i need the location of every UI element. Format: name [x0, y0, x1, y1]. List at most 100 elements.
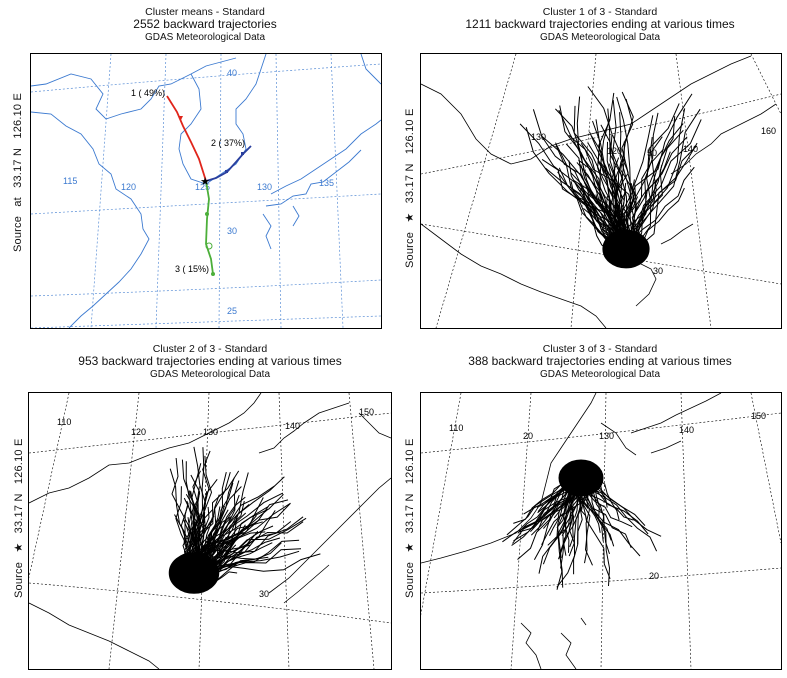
grid-label: 50 [647, 148, 657, 158]
cluster-3-trajectory [205, 180, 214, 275]
grid-label: 120 [131, 427, 146, 437]
source-star-icon: ★ [200, 176, 210, 188]
trajectory-bundle [519, 86, 702, 269]
panel-2-subtitle: 1211 backward trajectories ending at var… [465, 17, 735, 32]
grid-label: 115 [63, 176, 77, 186]
trajectory-line [555, 108, 617, 237]
grid-label: 150 [751, 411, 766, 421]
grid-label: 140 [679, 425, 694, 435]
panel-2-title: Cluster 1 of 3 - Standard [542, 6, 658, 18]
latitude-label: 33.17 N [13, 493, 25, 534]
grid-label: 30 [653, 266, 663, 276]
trajectory-line [634, 151, 671, 250]
panel-4-titles: Cluster 3 of 3 - Standard 388 backward t… [420, 343, 780, 380]
panel-4-map: 110 20 130 140 150 20 [420, 392, 782, 670]
trajectory-line [638, 145, 697, 248]
grid-label: 140 [683, 144, 698, 154]
trajectory-line [631, 116, 676, 240]
trajectory-bundle [168, 446, 321, 594]
trajectory-line [171, 457, 195, 563]
grid-label: 20 [649, 571, 659, 581]
trajectory-line [502, 480, 578, 543]
source-word: Source [12, 215, 24, 252]
coastlines [421, 393, 722, 669]
source-star-glyph: ★ [404, 212, 416, 223]
grid-label: 30 [227, 226, 237, 236]
latitude-label: 33.17 N [404, 163, 416, 204]
cluster-2-trajectory [205, 145, 252, 182]
graticule [421, 54, 781, 328]
panel-3-titles: Cluster 2 of 3 - Standard 953 backward t… [30, 343, 390, 380]
panel-4-data-source: GDAS Meteorological Data [539, 368, 661, 380]
grid-label: 130 [257, 182, 272, 192]
trajectory-bundle [502, 459, 662, 590]
trajectory-line [506, 481, 571, 536]
grid-label: 130 [203, 427, 218, 437]
panel-1-subtitle: 2552 backward trajectories [133, 17, 277, 32]
panel-1-map-svg: 40 115 120 125 130 135 30 25 ★ [31, 54, 381, 328]
grid-label: 25 [227, 306, 237, 316]
trajectory-line [573, 485, 586, 575]
longitude-label: 126.10 E [404, 438, 416, 485]
trajectory-line [584, 485, 610, 555]
grid-label: 40 [227, 68, 237, 78]
panel-2-titles: Cluster 1 of 3 - Standard 1211 backward … [420, 6, 780, 43]
cluster-2-label: 2 ( 37%) [211, 138, 245, 148]
trajectory-line [201, 499, 289, 569]
trajectory-line [580, 489, 611, 579]
cluster-1-label: 1 ( 49%) [131, 88, 165, 98]
source-star-glyph: ★ [404, 542, 416, 553]
grid-label: 135 [319, 178, 334, 188]
panel-3-map: 110 120 130 140 150 30 [28, 392, 392, 670]
cluster-1-trajectory [166, 95, 207, 182]
source-word: Source [13, 561, 25, 598]
trajectory-line [613, 157, 624, 239]
panel-3-source-label: Source ★ 33.17 N 126.10 E [12, 433, 25, 599]
coastlines [31, 54, 381, 328]
source-star-glyph: ★ [13, 542, 25, 553]
panel-4-subtitle: 388 backward trajectories ending at vari… [468, 354, 732, 369]
panel-2-map: 130 120 50 140 160 30 [420, 53, 782, 329]
panel-3-data-source: GDAS Meteorological Data [149, 368, 271, 380]
latitude-label: 33.17 N [404, 493, 416, 534]
trajectory-line [616, 179, 635, 237]
grid-label: 125 [195, 182, 210, 192]
panel-4-title: Cluster 3 of 3 - Standard [542, 343, 658, 355]
grid-labels: 110 120 130 140 150 30 [57, 407, 374, 599]
trajectory-line [196, 477, 235, 563]
trajectory-line [198, 485, 275, 570]
panel-4-map-svg: 110 20 130 140 150 20 [421, 393, 781, 669]
trajectory-line [576, 96, 626, 243]
trajectory-line [557, 483, 575, 588]
trajectory-line [517, 486, 587, 560]
panel-4-source-label: Source ★ 33.17 N 126.10 E [403, 433, 416, 599]
trajectory-line [616, 96, 633, 240]
grid-label: 160 [761, 126, 776, 136]
source-word: Source [404, 231, 416, 268]
trajectory-line [629, 166, 695, 242]
grid-label: 110 [57, 417, 71, 427]
grid-label: 30 [259, 589, 269, 599]
panel-3-title: Cluster 2 of 3 - Standard [152, 343, 268, 355]
grid-label: 110 [449, 423, 463, 433]
trajectory-line [579, 484, 590, 564]
longitude-label: 126.10 E [404, 108, 416, 155]
longitude-label: 126.10 E [12, 92, 24, 139]
at-word: at [12, 197, 24, 207]
trajectory-core [168, 552, 220, 594]
trajectory-line [636, 123, 684, 245]
trajectory-line [196, 471, 227, 566]
grid-label: 140 [285, 421, 300, 431]
trajectory-line [585, 482, 662, 537]
grid-labels: 110 20 130 140 150 20 [449, 411, 766, 581]
trajectory-line [525, 127, 627, 243]
grid-label: 120 [121, 182, 136, 192]
grid-labels: 40 115 120 125 130 135 30 25 [63, 68, 334, 316]
trajectory-line [619, 112, 633, 240]
panel-1-map: 40 115 120 125 130 135 30 25 ★ [30, 53, 382, 329]
panel-3-map-svg: 110 120 130 140 150 30 [29, 393, 391, 669]
trajectory-core [558, 459, 604, 497]
grid-label: 120 [607, 146, 622, 156]
trajectory-line [541, 158, 616, 243]
panel-2-map-svg: 130 120 50 140 160 30 [421, 54, 781, 328]
